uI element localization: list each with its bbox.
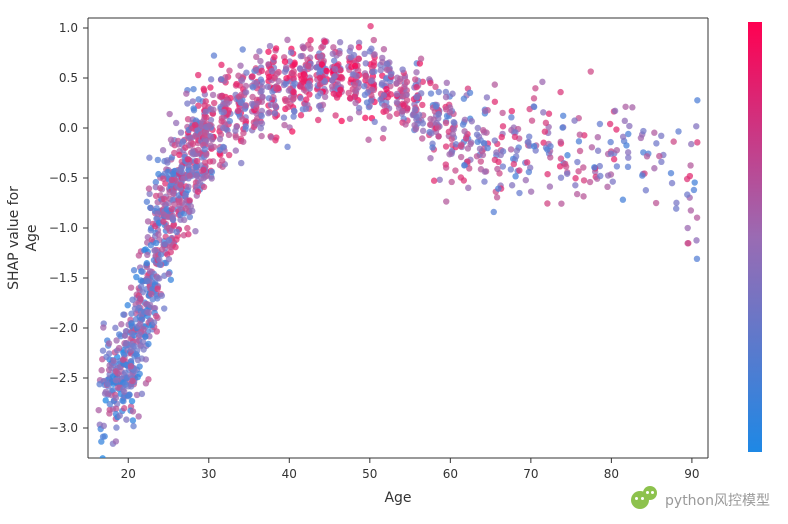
svg-text:90: 90: [684, 467, 699, 481]
svg-text:20: 20: [121, 467, 136, 481]
chart-svg: 20 30 40 50 60 70 80 90 −3.0 −2.5 −2.0 −1.5 −1.0 −0.5…: [0, 0, 788, 524]
svg-text:SHAP value for: SHAP value for: [6, 186, 22, 290]
svg-text:50: 50: [362, 467, 377, 481]
watermark-text: python风控模型: [665, 490, 770, 510]
svg-text:60: 60: [443, 467, 458, 481]
svg-text:0.5: 0.5: [59, 71, 78, 85]
watermark: python风控模型: [631, 486, 770, 514]
shap-scatter-chart: 20 30 40 50 60 70 80 90 −3.0 −2.5 −2.0 −1.5 −1.0 −0.5…: [0, 0, 788, 524]
svg-text:40: 40: [282, 467, 297, 481]
svg-text:80: 80: [604, 467, 619, 481]
svg-text:30: 30: [201, 467, 216, 481]
svg-text:−1.0: −1.0: [49, 221, 78, 235]
svg-text:70: 70: [523, 467, 538, 481]
svg-text:−1.5: −1.5: [49, 271, 78, 285]
svg-text:−0.5: −0.5: [49, 171, 78, 185]
svg-text:−2.5: −2.5: [49, 371, 78, 385]
wechat-icon: [631, 486, 659, 514]
svg-text:Age: Age: [24, 224, 40, 251]
svg-text:Age: Age: [384, 490, 411, 506]
svg-text:1.0: 1.0: [59, 21, 78, 35]
svg-text:0.0: 0.0: [59, 121, 78, 135]
svg-text:−2.0: −2.0: [49, 321, 78, 335]
svg-text:−3.0: −3.0: [49, 421, 78, 435]
